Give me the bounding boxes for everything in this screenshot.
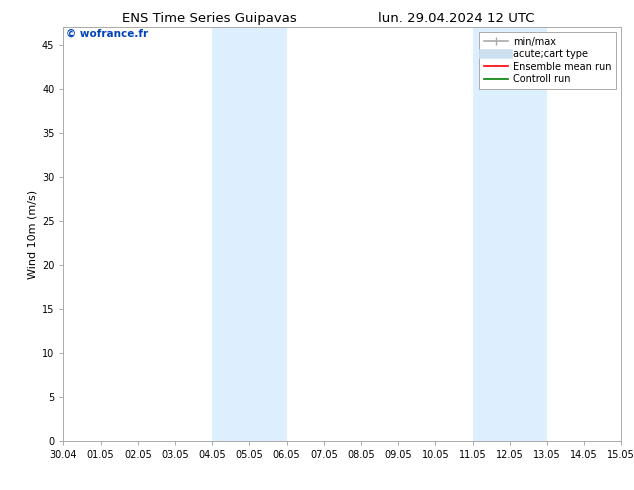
Text: © wofrance.fr: © wofrance.fr [66, 29, 148, 39]
Text: ENS Time Series Guipavas: ENS Time Series Guipavas [122, 12, 297, 25]
Text: lun. 29.04.2024 12 UTC: lun. 29.04.2024 12 UTC [378, 12, 534, 25]
Bar [212, 27, 287, 441]
Legend: min/max, acute;cart type, Ensemble mean run, Controll run: min/max, acute;cart type, Ensemble mean … [479, 32, 616, 89]
Y-axis label: Wind 10m (m/s): Wind 10m (m/s) [28, 190, 37, 278]
Bar [472, 27, 547, 441]
